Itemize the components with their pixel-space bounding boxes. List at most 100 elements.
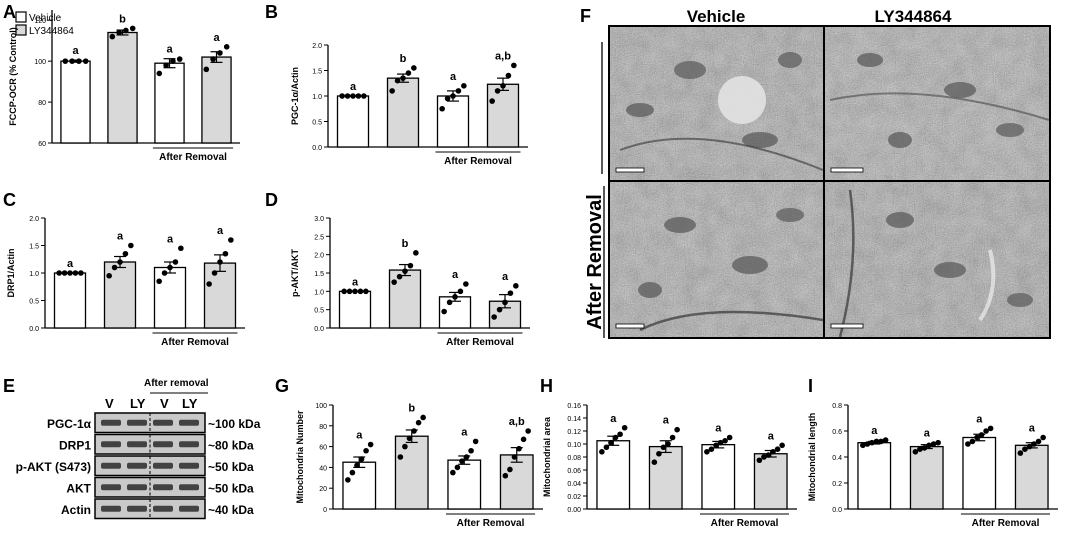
bar: [962, 436, 997, 510]
chart-mito-area: 0.00 0.02 0.04 0.06 0.08 0.10 0.12 0.14 0.16 Mito…: [542, 403, 797, 529]
data-point: [156, 278, 162, 285]
y-tick-label: 0.0: [312, 145, 322, 152]
y-tick-label: 2.0: [314, 253, 324, 260]
data-point: [765, 452, 772, 458]
data-point: [656, 450, 662, 457]
data-point: [109, 33, 116, 40]
data-point: [770, 449, 776, 455]
bar: [438, 296, 472, 329]
blot-band: [153, 441, 173, 448]
blot-size-label: ~80 kDa: [208, 438, 254, 452]
data-point: [873, 438, 880, 445]
data-point: [346, 288, 353, 295]
scale-bar: [615, 167, 645, 173]
y-tick-label: 80: [38, 100, 46, 107]
panel-letter-h: H: [540, 376, 553, 396]
data-point: [67, 270, 73, 276]
y-tick-label: 0.02: [567, 494, 581, 501]
data-point: [350, 93, 356, 99]
y-tick-label: 0.08: [567, 455, 581, 462]
data-point: [56, 270, 62, 276]
em-panel: Vehicle LY344864 24h After Removal: [584, 7, 1051, 339]
data-point: [367, 441, 374, 448]
blot-band: [153, 462, 173, 469]
panel-letter-d: D: [265, 190, 278, 210]
data-point: [756, 457, 763, 464]
data-point: [122, 250, 129, 257]
y-tick-label: 0.4: [832, 455, 842, 462]
significance-letter: a: [350, 81, 357, 93]
bar: [909, 445, 944, 510]
data-point: [603, 444, 610, 451]
panel-letter-b: B: [265, 2, 278, 22]
data-point: [446, 299, 453, 306]
y-tick-label: 1.5: [29, 244, 39, 251]
blot-band: [101, 505, 121, 512]
y-tick-label: 1.5: [312, 69, 322, 76]
blot-protein-label: AKT: [66, 481, 91, 495]
bar: [394, 435, 429, 510]
data-point: [400, 75, 406, 81]
significance-letter: a: [356, 430, 363, 442]
data-point: [413, 250, 419, 256]
blot-band: [127, 441, 147, 448]
data-point: [394, 77, 401, 84]
bar: [336, 95, 370, 148]
data-point: [978, 432, 985, 438]
data-point: [411, 65, 417, 71]
data-point: [878, 438, 884, 445]
data-point: [415, 419, 422, 426]
data-point: [217, 259, 223, 265]
bar: [154, 62, 185, 144]
data-point: [921, 445, 928, 451]
y-tick-label: 0.0: [314, 326, 324, 333]
y-tick-label: 0.2: [832, 481, 842, 488]
significance-letter: b: [119, 13, 126, 25]
data-point: [882, 437, 889, 443]
significance-letter: a: [117, 231, 124, 243]
data-point: [411, 428, 417, 434]
panel-letter-f: F: [580, 6, 591, 26]
significance-letter: a: [452, 269, 459, 281]
y-tick-label: 0.0: [832, 507, 842, 514]
data-point: [69, 58, 75, 64]
data-point: [525, 428, 531, 434]
data-point: [912, 449, 919, 455]
significance-letter: a: [502, 271, 509, 283]
blot-band: [127, 505, 147, 512]
data-point: [864, 441, 871, 447]
y-tick-label: 1.0: [312, 94, 322, 101]
panel-letter-c: C: [3, 190, 16, 210]
data-point: [389, 88, 395, 94]
data-point: [176, 56, 183, 62]
y-tick-label: 2.0: [29, 216, 39, 223]
em-column-label-ly344864: LY344864: [875, 7, 952, 26]
after-removal-label: After Removal: [457, 518, 525, 529]
data-point: [128, 242, 134, 249]
data-point: [341, 288, 347, 295]
chart-mito-length: 0.0 0.2 0.4 0.6 0.8 Mitochondrial length a a a a A…: [807, 403, 1058, 529]
data-point: [454, 464, 461, 471]
y-tick-label: 0.5: [312, 120, 322, 127]
panel-letter-a: A: [3, 2, 16, 22]
chart-pakt-akt: 0.0 0.5 1.0 1.5 2.0 2.5 3.0 p-AKT/AKT a b a a After …: [290, 216, 530, 348]
data-point: [612, 434, 619, 441]
data-point: [472, 438, 479, 445]
blot-band: [101, 462, 121, 469]
y-tick-label: 2.0: [312, 43, 322, 50]
y-tick-label: 0.10: [567, 442, 581, 449]
bar: [338, 290, 372, 329]
data-point: [111, 264, 118, 271]
data-point: [1035, 438, 1042, 445]
y-tick-label: 0.5: [314, 308, 324, 315]
data-point: [608, 439, 614, 446]
data-point: [507, 290, 514, 296]
data-point: [496, 306, 503, 313]
data-point: [106, 272, 112, 279]
blot-protein-label: DRP1: [59, 438, 91, 452]
data-point: [402, 268, 408, 274]
data-point: [651, 459, 658, 466]
blot-protein-label: PGC-1α: [47, 417, 92, 431]
data-point: [987, 425, 994, 432]
